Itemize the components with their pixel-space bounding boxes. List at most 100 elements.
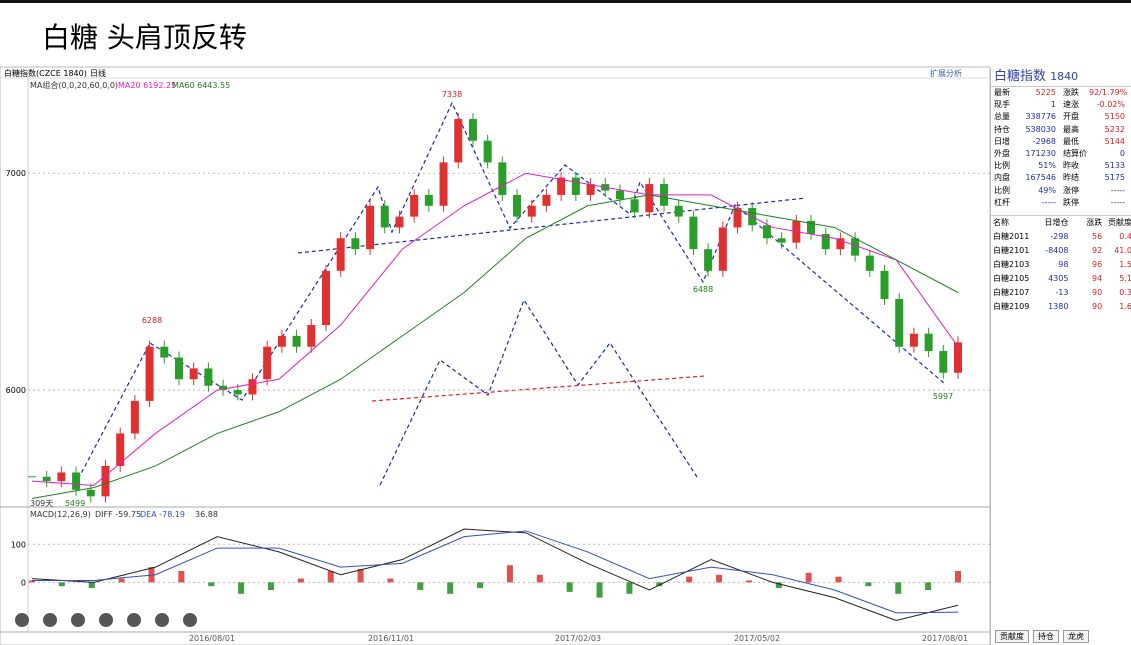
quote-label: 开盘 <box>1063 112 1079 122</box>
quote-value: -2968 <box>1032 136 1056 146</box>
quote-value: 0 <box>1119 148 1125 158</box>
candle-body <box>72 472 81 490</box>
candle-body <box>336 238 345 271</box>
candle-body <box>513 194 522 217</box>
annotation: 5997 <box>933 392 953 401</box>
quote-row: 比例 51% 昨收 5133 <box>991 160 1131 172</box>
quote-value: 49% <box>1038 185 1056 195</box>
icon[interactable] <box>127 613 141 627</box>
quote-value: 92/1.79% <box>1089 88 1128 97</box>
candle-body <box>924 333 933 352</box>
candle-body <box>86 489 95 497</box>
icon[interactable] <box>43 613 57 627</box>
y-tick-label: 6000 <box>6 386 26 395</box>
table-cell: 1380 <box>1048 301 1069 311</box>
candle-body <box>219 385 228 391</box>
quote-label: 现手 <box>994 100 1010 110</box>
candle-body <box>615 190 624 200</box>
table-cell: 90 <box>1092 287 1103 297</box>
table-cell: 1.5 <box>1119 259 1131 269</box>
macd-bar <box>118 578 125 583</box>
quote-value: 1 <box>1050 100 1056 110</box>
quote-label: 速涨 <box>1063 100 1079 110</box>
quote-value: 51% <box>1038 161 1056 171</box>
candle-body <box>718 227 727 271</box>
icon[interactable] <box>15 613 29 627</box>
macd-bar <box>238 582 245 594</box>
quote-value: 5225 <box>1035 88 1056 97</box>
x-tick-label: 2017/05/02 <box>734 634 780 643</box>
x-tick-label: 2017/08/01 <box>922 634 968 643</box>
annotation: 7338 <box>442 90 462 99</box>
pattern-lines <box>74 101 946 486</box>
symbol: 白糖指数(CZCE 1840) <box>4 68 87 78</box>
table-cell: 白糖2109 <box>993 301 1030 311</box>
macd-bar <box>357 569 364 583</box>
macd-bar <box>745 580 752 583</box>
x-tick-label: 2017/02/03 <box>555 634 601 643</box>
macd-bar <box>447 582 454 594</box>
quote-value: ----- <box>1041 197 1056 207</box>
candle-body <box>366 205 375 250</box>
macd-bar <box>865 582 872 587</box>
icon[interactable] <box>155 613 169 627</box>
table-cell: 96 <box>1092 259 1103 269</box>
quote-row: 日增 -2968 最低 5144 <box>991 136 1131 148</box>
icon[interactable] <box>99 613 113 627</box>
legend-entry: MACD(12,26,9) <box>30 510 91 519</box>
quote-row: 持仓 538030 最高 5232 <box>991 124 1131 136</box>
candle-body <box>233 390 242 395</box>
candle-body <box>189 368 198 380</box>
candle-body <box>733 207 742 228</box>
quote-label: 内盘 <box>994 173 1010 183</box>
tab[interactable]: 持仓 <box>1033 630 1059 643</box>
icon[interactable] <box>71 613 85 627</box>
candle-body <box>410 194 419 217</box>
macd-bar <box>417 582 424 590</box>
macd-bar <box>596 582 603 598</box>
table-row: 白糖2103 98 96 1.5 <box>991 258 1131 272</box>
tab[interactable]: 贡献度 <box>995 630 1029 643</box>
quote-value: 5150 <box>1104 112 1125 122</box>
quote-label: 最低 <box>1063 136 1079 146</box>
table-header-cell: 涨跌 <box>1086 217 1103 227</box>
quote-label: 比例 <box>994 185 1010 195</box>
legend-entry: 36.88 <box>195 510 218 519</box>
candle-body <box>542 194 551 206</box>
table-cell: -13 <box>1055 287 1069 297</box>
macd-bar <box>716 574 723 583</box>
candle-body <box>130 400 139 434</box>
legend-entry: DIFF -59.75 <box>95 510 141 519</box>
candle-body <box>204 368 213 386</box>
macd-bar <box>387 578 394 583</box>
table-cell: 白糖2011 <box>993 231 1030 241</box>
tab[interactable]: 龙虎 <box>1063 630 1089 643</box>
quote-value: -0.02% <box>1096 100 1125 110</box>
period[interactable]: 日线 <box>90 68 106 78</box>
icon[interactable] <box>183 613 197 627</box>
macd-bar <box>895 582 902 594</box>
candle-body <box>439 162 448 206</box>
x-tick-label: 2016/11/01 <box>368 634 414 643</box>
candle-body <box>704 249 713 271</box>
quote-row: 比例 49% 涨停 ----- <box>991 185 1131 197</box>
table-cell: -298 <box>1050 231 1069 241</box>
candle-body <box>424 194 433 206</box>
table-row: 白糖2105 4305 94 5.1 <box>991 272 1131 286</box>
candle-body <box>586 184 595 195</box>
table-row: 白糖2109 1380 90 1.6 <box>991 300 1131 314</box>
annotation: 6288 <box>142 316 162 325</box>
candle-body <box>263 346 272 380</box>
table-row: 白糖2011 -298 56 0.4 <box>991 230 1131 244</box>
table-row: 白糖2107 -13 90 0.3 <box>991 286 1131 300</box>
candle-body <box>321 270 330 326</box>
quote-value: 338776 <box>1025 112 1056 122</box>
legend-entry: DEA -78.19 <box>140 510 185 519</box>
candle-body <box>909 333 918 347</box>
quote-label: 外盘 <box>994 148 1010 158</box>
candle-body <box>468 119 477 141</box>
table-cell: 白糖2105 <box>993 273 1030 283</box>
page-title: 白糖 头肩顶反转 <box>42 21 247 54</box>
extend-button[interactable]: 扩展分析 <box>930 68 962 78</box>
